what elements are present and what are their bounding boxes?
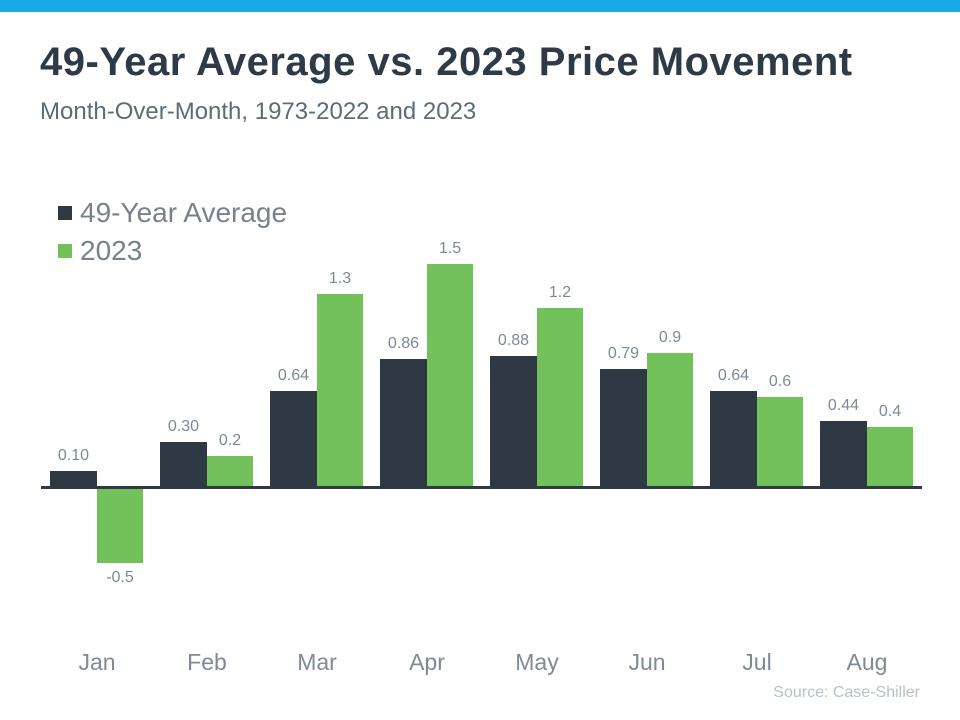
x-axis-label-aug: Aug: [846, 649, 888, 675]
value-label-2023-may: 1.2: [548, 284, 572, 301]
x-axis-label-jan: Jan: [78, 649, 116, 675]
bar-2023-mar: [317, 294, 363, 486]
x-axis-line: [41, 486, 922, 489]
value-label-avg-aug: 0.44: [827, 397, 860, 414]
bar-2023-apr: [427, 264, 473, 486]
bar-avg-jan: [50, 471, 97, 486]
bar-2023-jun: [647, 353, 693, 486]
bar-avg-may: [490, 356, 537, 486]
value-label-2023-jun: 0.9: [658, 329, 682, 346]
value-label-2023-apr: 1.5: [438, 240, 462, 257]
x-axis-label-jul: Jul: [742, 649, 772, 675]
bar-avg-jun: [600, 369, 647, 486]
value-label-avg-jun: 0.79: [607, 345, 640, 362]
legend-swatch-green: [58, 244, 72, 258]
bar-2023-may: [537, 308, 583, 486]
value-label-avg-may: 0.88: [497, 332, 530, 349]
value-label-2023-jan: -0.5: [106, 569, 134, 586]
bar-avg-apr: [380, 359, 427, 486]
legend-item-2023: 2023: [58, 232, 287, 270]
value-label-2023-feb: 0.2: [218, 432, 242, 449]
value-label-2023-aug: 0.4: [878, 403, 902, 420]
bar-2023-aug: [867, 427, 913, 486]
bar-2023-jan: [97, 489, 143, 563]
x-axis-label-may: May: [515, 649, 559, 675]
bar-avg-feb: [160, 442, 207, 486]
legend-swatch-dark: [58, 206, 72, 220]
x-axis-label-feb: Feb: [187, 649, 227, 675]
chart-legend: 49-Year Average 2023: [58, 194, 287, 270]
value-label-2023-jul: 0.6: [768, 373, 792, 390]
bar-2023-jul: [757, 397, 803, 486]
x-axis-label-jun: Jun: [628, 649, 666, 675]
page-title: 49-Year Average vs. 2023 Price Movement: [40, 40, 853, 84]
legend-label: 2023: [80, 235, 143, 266]
page-subtitle: Month-Over-Month, 1973-2022 and 2023: [40, 98, 477, 125]
accent-top-bar: [0, 0, 960, 12]
value-label-avg-jul: 0.64: [717, 367, 750, 384]
legend-label: 49-Year Average: [80, 197, 288, 228]
value-label-avg-apr: 0.86: [387, 335, 420, 352]
source-attribution: Source: Case-Shiller: [773, 684, 920, 701]
bar-2023-feb: [207, 456, 253, 486]
value-label-avg-jan: 0.10: [57, 447, 90, 464]
bar-avg-mar: [270, 391, 317, 486]
value-label-avg-mar: 0.64: [277, 367, 310, 384]
bar-avg-jul: [710, 391, 757, 486]
x-axis-label-mar: Mar: [297, 649, 337, 675]
x-axis-label-apr: Apr: [409, 649, 445, 675]
value-label-2023-mar: 1.3: [328, 270, 352, 287]
bar-avg-aug: [820, 421, 867, 486]
value-label-avg-feb: 0.30: [167, 418, 200, 435]
legend-item-49-year-average: 49-Year Average: [58, 194, 287, 232]
